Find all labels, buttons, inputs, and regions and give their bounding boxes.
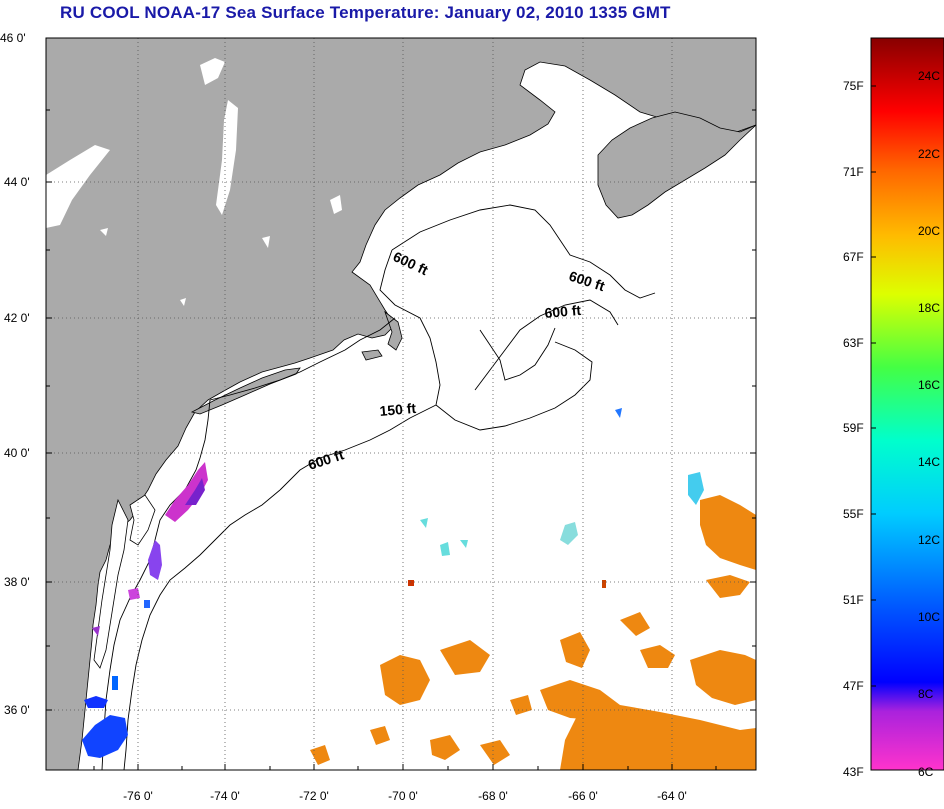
contour-label: 600 ft (544, 302, 582, 321)
temperature-colorbar: 75F 71F 67F 63F 59F 55F 51F 47F 43F 24C … (843, 37, 944, 779)
longitude-labels: -76 0' -74 0' -72 0' -70 0' -68 0' -66 0… (123, 789, 687, 803)
sst-patch-orange-5 (560, 632, 590, 668)
map-plot-area (46, 38, 756, 770)
colorbar-f-label: 55F (843, 507, 864, 521)
lon-label: -68 0' (478, 789, 508, 803)
colorbar-c-label: 12C (918, 533, 940, 547)
lat-label: 40 0' (4, 446, 30, 460)
lat-label: 42 0' (4, 311, 30, 325)
colorbar-f-label: 71F (843, 165, 864, 179)
sst-patch-blue-5 (615, 408, 622, 418)
sst-patch-cyan (688, 472, 704, 505)
sst-patch-red (408, 580, 414, 586)
sst-patch-orange-14 (620, 612, 650, 636)
sst-patch-magenta-2 (128, 588, 140, 600)
land-mainland (46, 38, 756, 770)
sst-patch-blue-4 (144, 600, 150, 608)
lon-label: -72 0' (299, 789, 329, 803)
contour-line (209, 317, 396, 401)
lon-label: -66 0' (568, 789, 598, 803)
sst-patch-orange-3 (380, 655, 430, 705)
map-ticks (46, 37, 756, 770)
colorbar-f-label: 43F (843, 765, 864, 779)
land-nantucket (361, 349, 383, 361)
sst-patch-orange-13 (480, 740, 510, 765)
lake (200, 58, 225, 85)
colorbar-f-label: 51F (843, 593, 864, 607)
sst-patch-cyan-2 (560, 522, 578, 545)
lon-label: -70 0' (388, 789, 418, 803)
chesapeake-bay (93, 498, 129, 669)
sst-patch-red-2 (602, 580, 606, 588)
colorbar-c-label: 16C (918, 378, 940, 392)
contour-line (435, 341, 593, 431)
lake (100, 228, 108, 236)
sst-patch-purple (185, 478, 205, 505)
lat-label: 36 0' (4, 703, 30, 717)
colorbar-c-label: 22C (918, 147, 940, 161)
colorbar-f-label: 59F (843, 421, 864, 435)
contour-line (379, 249, 441, 406)
delaware-bay (129, 494, 156, 546)
sst-patch-violet (148, 540, 162, 580)
sst-patch-orange-11 (370, 726, 390, 745)
colorbar-c-label: 8C (918, 687, 934, 701)
sst-patch-orange (700, 495, 756, 570)
contour-line (391, 204, 656, 299)
land-long-island (190, 367, 301, 415)
sst-patch-cyan-5 (460, 540, 468, 548)
colorbar-c-label: 20C (918, 224, 940, 238)
land-cape-cod (384, 310, 403, 351)
lon-label: -76 0' (123, 789, 153, 803)
contour-line (479, 327, 556, 381)
sst-patch-blue-2 (82, 715, 128, 758)
sst-patch-cyan-3 (420, 518, 428, 528)
lon-label: -74 0' (210, 789, 240, 803)
lat-label: 46 0' (0, 31, 26, 45)
lake (262, 236, 270, 248)
lon-label: -64 0' (657, 789, 687, 803)
sst-patch-blue (84, 696, 108, 708)
sst-patch-orange-9 (640, 645, 675, 668)
map-title: RU COOL NOAA-17 Sea Surface Temperature:… (60, 3, 671, 22)
colorbar-f-label: 47F (843, 679, 864, 693)
map-frame (45, 37, 757, 771)
sst-patch-blue-3 (112, 676, 118, 690)
sst-patch-purple-2 (92, 626, 100, 636)
colorbar-f-label: 67F (843, 250, 864, 264)
sst-patch-orange-7 (560, 705, 756, 770)
sst-patches (82, 408, 756, 770)
land-nova-scotia (597, 38, 756, 219)
contour-line (279, 404, 437, 491)
colorbar-c-label: 18C (918, 301, 940, 315)
colorbar-c-label: 14C (918, 455, 940, 469)
lake (330, 195, 342, 214)
contour-line (474, 299, 619, 391)
bathymetry-contours (101, 204, 656, 770)
sst-patch-orange-8 (690, 650, 756, 705)
sst-patch-orange-4 (440, 640, 490, 675)
sst-patch-orange-12 (310, 745, 330, 765)
colorbar-f-label: 63F (843, 336, 864, 350)
lat-label: 44 0' (4, 175, 30, 189)
lat-label: 38 0' (4, 575, 30, 589)
colorbar-c-label: 10C (918, 610, 940, 624)
contour-label: 150 ft (379, 400, 417, 419)
lake (180, 298, 186, 306)
sst-patch-cyan-4 (440, 542, 450, 556)
latitude-labels: 46 0' 44 0' 42 0' 40 0' 38 0' 36 0' (0, 31, 30, 717)
colorbar-c-label: 24C (918, 69, 940, 83)
contour-line (123, 489, 281, 770)
sst-patch-magenta (165, 462, 208, 522)
sst-patch-orange-2 (706, 575, 750, 598)
colorbar-f-label: 75F (843, 79, 864, 93)
sst-patch-orange-10 (430, 735, 460, 760)
colorbar-c-label: 6C (918, 765, 934, 779)
lake (46, 145, 110, 228)
lake (216, 100, 238, 215)
